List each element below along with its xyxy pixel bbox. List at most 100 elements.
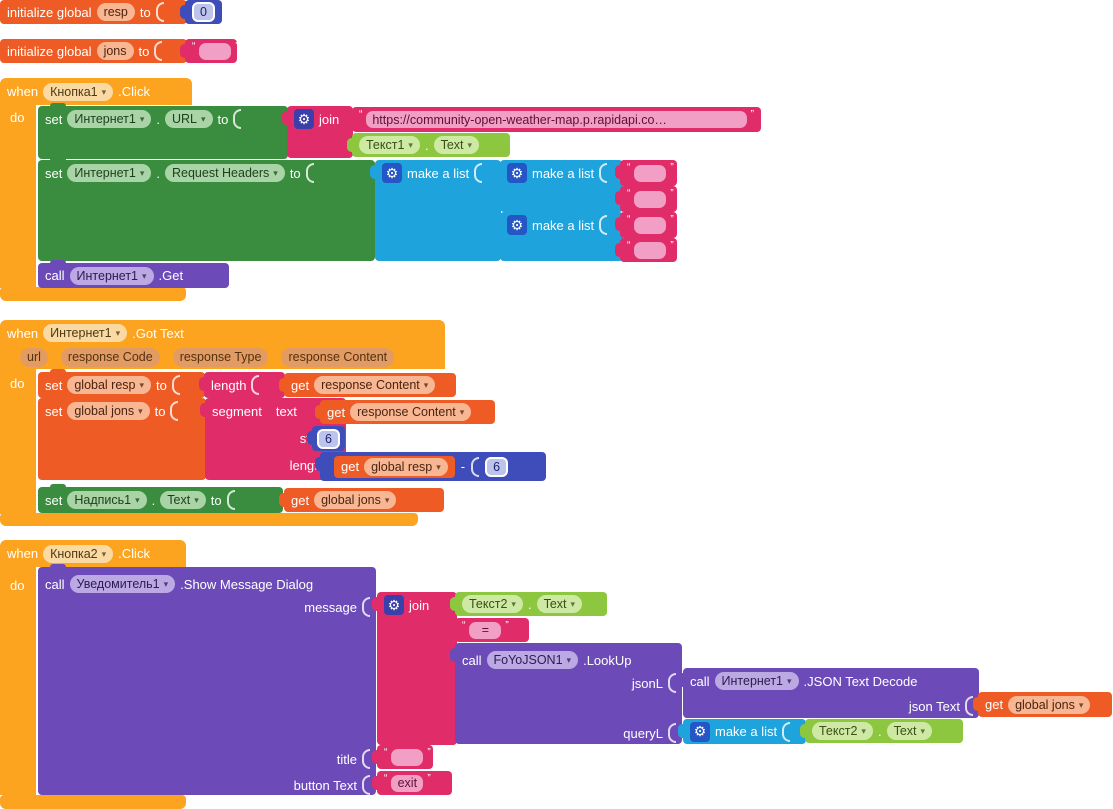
when-web1-gottext-footer[interactable] <box>0 513 418 526</box>
mutator-gear-icon[interactable]: ⚙ <box>294 109 314 129</box>
component-dropdown[interactable]: Интернет1 ▾ <box>714 672 799 690</box>
title-string-block[interactable]: “ ” <box>372 745 433 769</box>
event-param-response-code[interactable]: response Code <box>60 347 160 367</box>
property-dropdown[interactable]: Request Headers ▾ <box>165 164 285 182</box>
text1-text-getter-block[interactable]: Текст1 ▾ . Text ▾ <box>347 133 510 157</box>
string-field[interactable] <box>634 164 667 182</box>
property-dropdown[interactable]: Text ▾ <box>160 491 206 509</box>
property-dropdown[interactable]: Text ▾ <box>536 595 583 613</box>
length-block[interactable]: length <box>199 372 285 398</box>
variable-dropdown[interactable]: global jons ▾ <box>1008 695 1091 714</box>
subtract-block[interactable]: get global resp ▾ - 6 <box>315 452 546 481</box>
set-web-url-block[interactable]: set Интернет1 ▾ . URL ▾ to <box>38 103 288 159</box>
get-global-jons-block[interactable]: get global jons ▾ <box>279 488 444 512</box>
when-button2-click-header[interactable]: when Кнопка2 ▾ .Click <box>0 540 186 567</box>
get-global-resp-block[interactable]: get global resp ▾ <box>334 455 455 478</box>
event-param-response-content[interactable]: response Content <box>281 347 395 367</box>
when-web1-gottext-spine[interactable] <box>0 368 36 514</box>
variable-dropdown[interactable]: response Content ▾ <box>350 403 472 421</box>
url-string-block[interactable]: “ https://community-open-weather-map.p.r… <box>347 107 761 132</box>
component-dropdown[interactable]: Надпись1 ▾ <box>67 491 147 509</box>
equals-string-block[interactable]: “ = ” <box>450 618 529 642</box>
empty-string-block[interactable]: “ ” <box>615 238 677 262</box>
when-button2-click-spine[interactable] <box>0 566 36 795</box>
buttontext-string-block[interactable]: “ exit ” <box>372 771 452 795</box>
call-notifier-showmessagedialog-block[interactable]: call Уведомитель1 ▾ .Show Message Dialog … <box>38 564 376 795</box>
make-a-list-inner1-block[interactable]: ⚙ make a list <box>495 160 623 212</box>
component-dropdown[interactable]: Кнопка1 ▾ <box>43 82 114 101</box>
string-field[interactable] <box>199 42 232 60</box>
make-a-list-outer-block[interactable]: ⚙ make a list <box>370 160 501 261</box>
number-field[interactable]: 0 <box>192 2 215 22</box>
call-web-get-block[interactable]: call Интернет1 ▾ .Get <box>38 260 229 288</box>
number-block[interactable]: 0 <box>180 0 222 24</box>
mutator-gear-icon[interactable]: ⚙ <box>690 721 710 742</box>
number-field[interactable]: 6 <box>485 456 509 477</box>
when-button1-click-header[interactable]: when Кнопка1 ▾ .Click <box>0 78 192 105</box>
make-a-list-query-block[interactable]: ⚙ make a list <box>678 719 806 744</box>
string-field[interactable]: exit <box>391 774 424 792</box>
component-dropdown[interactable]: Кнопка2 ▾ <box>43 544 114 563</box>
component-dropdown[interactable]: Интернет1 ▾ <box>69 266 154 285</box>
component-dropdown[interactable]: Интернет1 ▾ <box>43 324 128 342</box>
variable-dropdown[interactable]: response Content ▾ <box>314 376 436 394</box>
call-label: call <box>45 576 65 592</box>
component-dropdown[interactable]: Интернет1 ▾ <box>67 164 152 182</box>
empty-string-block[interactable]: “ ” <box>615 212 677 238</box>
set-global-jons-block[interactable]: set global jons ▾ to <box>38 395 206 480</box>
component-dropdown[interactable]: Интернет1 ▾ <box>67 110 152 128</box>
mutator-gear-icon[interactable]: ⚙ <box>507 163 527 183</box>
component-dropdown[interactable]: Уведомитель1 ▾ <box>69 575 176 593</box>
property-dropdown[interactable]: Text ▾ <box>886 722 933 740</box>
component-dropdown[interactable]: Текст2 ▾ <box>812 722 873 740</box>
component-dropdown[interactable]: Текст1 ▾ <box>359 136 420 154</box>
variable-dropdown[interactable]: global jons ▾ <box>67 402 150 420</box>
string-field[interactable] <box>634 241 667 259</box>
empty-string-block[interactable]: “ ” <box>615 160 677 186</box>
get-global-jons-block[interactable]: get global jons ▾ <box>973 692 1112 717</box>
event-param-url[interactable]: url <box>20 347 48 367</box>
component-dropdown[interactable]: FoYoJSON1 ▾ <box>486 651 579 669</box>
variable-name-field[interactable]: resp <box>96 3 135 21</box>
property-dropdown[interactable]: URL ▾ <box>165 110 213 128</box>
make-a-list-inner2-block[interactable]: ⚙ make a list <box>495 212 623 261</box>
string-field[interactable] <box>634 216 667 234</box>
text2-text-getter-block[interactable]: Текст2 ▾ . Text ▾ <box>450 592 607 616</box>
number-block[interactable]: 6 <box>307 426 345 451</box>
variable-dropdown[interactable]: global resp ▾ <box>67 376 152 394</box>
join-block[interactable]: ⚙ join <box>372 592 457 745</box>
arg-jsonl-label: jsonL <box>631 675 663 691</box>
when-button1-click-footer[interactable] <box>0 287 186 301</box>
set-global-resp-block[interactable]: set global resp ▾ to <box>38 369 205 398</box>
call-foyojson-lookup-block[interactable]: call FoYoJSON1 ▾ .LookUp jsonL queryL <box>450 643 682 744</box>
when-button2-click-footer[interactable] <box>0 795 186 809</box>
mutator-gear-icon[interactable]: ⚙ <box>507 215 527 235</box>
set-label1-text-block[interactable]: set Надпись1 ▾ . Text ▾ to <box>38 484 283 513</box>
string-field[interactable]: = <box>469 621 502 639</box>
call-web-jsontextdecode-block[interactable]: call Интернет1 ▾ .JSON Text Decode json T… <box>678 668 979 718</box>
get-response-content-block[interactable]: get response Content ▾ <box>279 373 456 397</box>
empty-string-block[interactable]: “ ” <box>180 39 239 63</box>
set-web-requestheaders-block[interactable]: set Интернет1 ▾ . Request Headers ▾ to <box>38 157 375 261</box>
mutator-gear-icon[interactable]: ⚙ <box>382 163 402 183</box>
property-dropdown[interactable]: Text ▾ <box>433 136 480 154</box>
init-global-resp-block[interactable]: initialize global resp to <box>0 0 187 24</box>
text2-text-getter-block[interactable]: Текст2 ▾ . Text ▾ <box>800 719 963 743</box>
empty-string-block[interactable]: “ ” <box>615 186 677 212</box>
variable-dropdown[interactable]: global jons ▾ <box>314 491 397 509</box>
number-field[interactable]: 6 <box>317 428 340 449</box>
variable-dropdown[interactable]: global resp ▾ <box>364 457 448 476</box>
string-field[interactable] <box>634 190 667 208</box>
string-field[interactable]: https://community-open-weather-map.p.rap… <box>366 111 747 128</box>
string-field[interactable] <box>391 748 424 766</box>
mutator-gear-icon[interactable]: ⚙ <box>384 595 404 615</box>
event-param-response-type[interactable]: response Type <box>172 347 269 367</box>
get-response-content-block[interactable]: get response Content ▾ <box>315 400 495 424</box>
join-block[interactable]: ⚙ join <box>282 106 353 158</box>
when-web1-gottext-header[interactable]: when Интернет1 ▾ .Got Text url response C… <box>0 320 445 369</box>
component-dropdown[interactable]: Текст2 ▾ <box>462 595 523 613</box>
variable-name-field[interactable]: jons <box>96 42 134 60</box>
when-button1-click-spine[interactable] <box>0 104 36 288</box>
init-global-jons-block[interactable]: initialize global jons to <box>0 39 187 63</box>
